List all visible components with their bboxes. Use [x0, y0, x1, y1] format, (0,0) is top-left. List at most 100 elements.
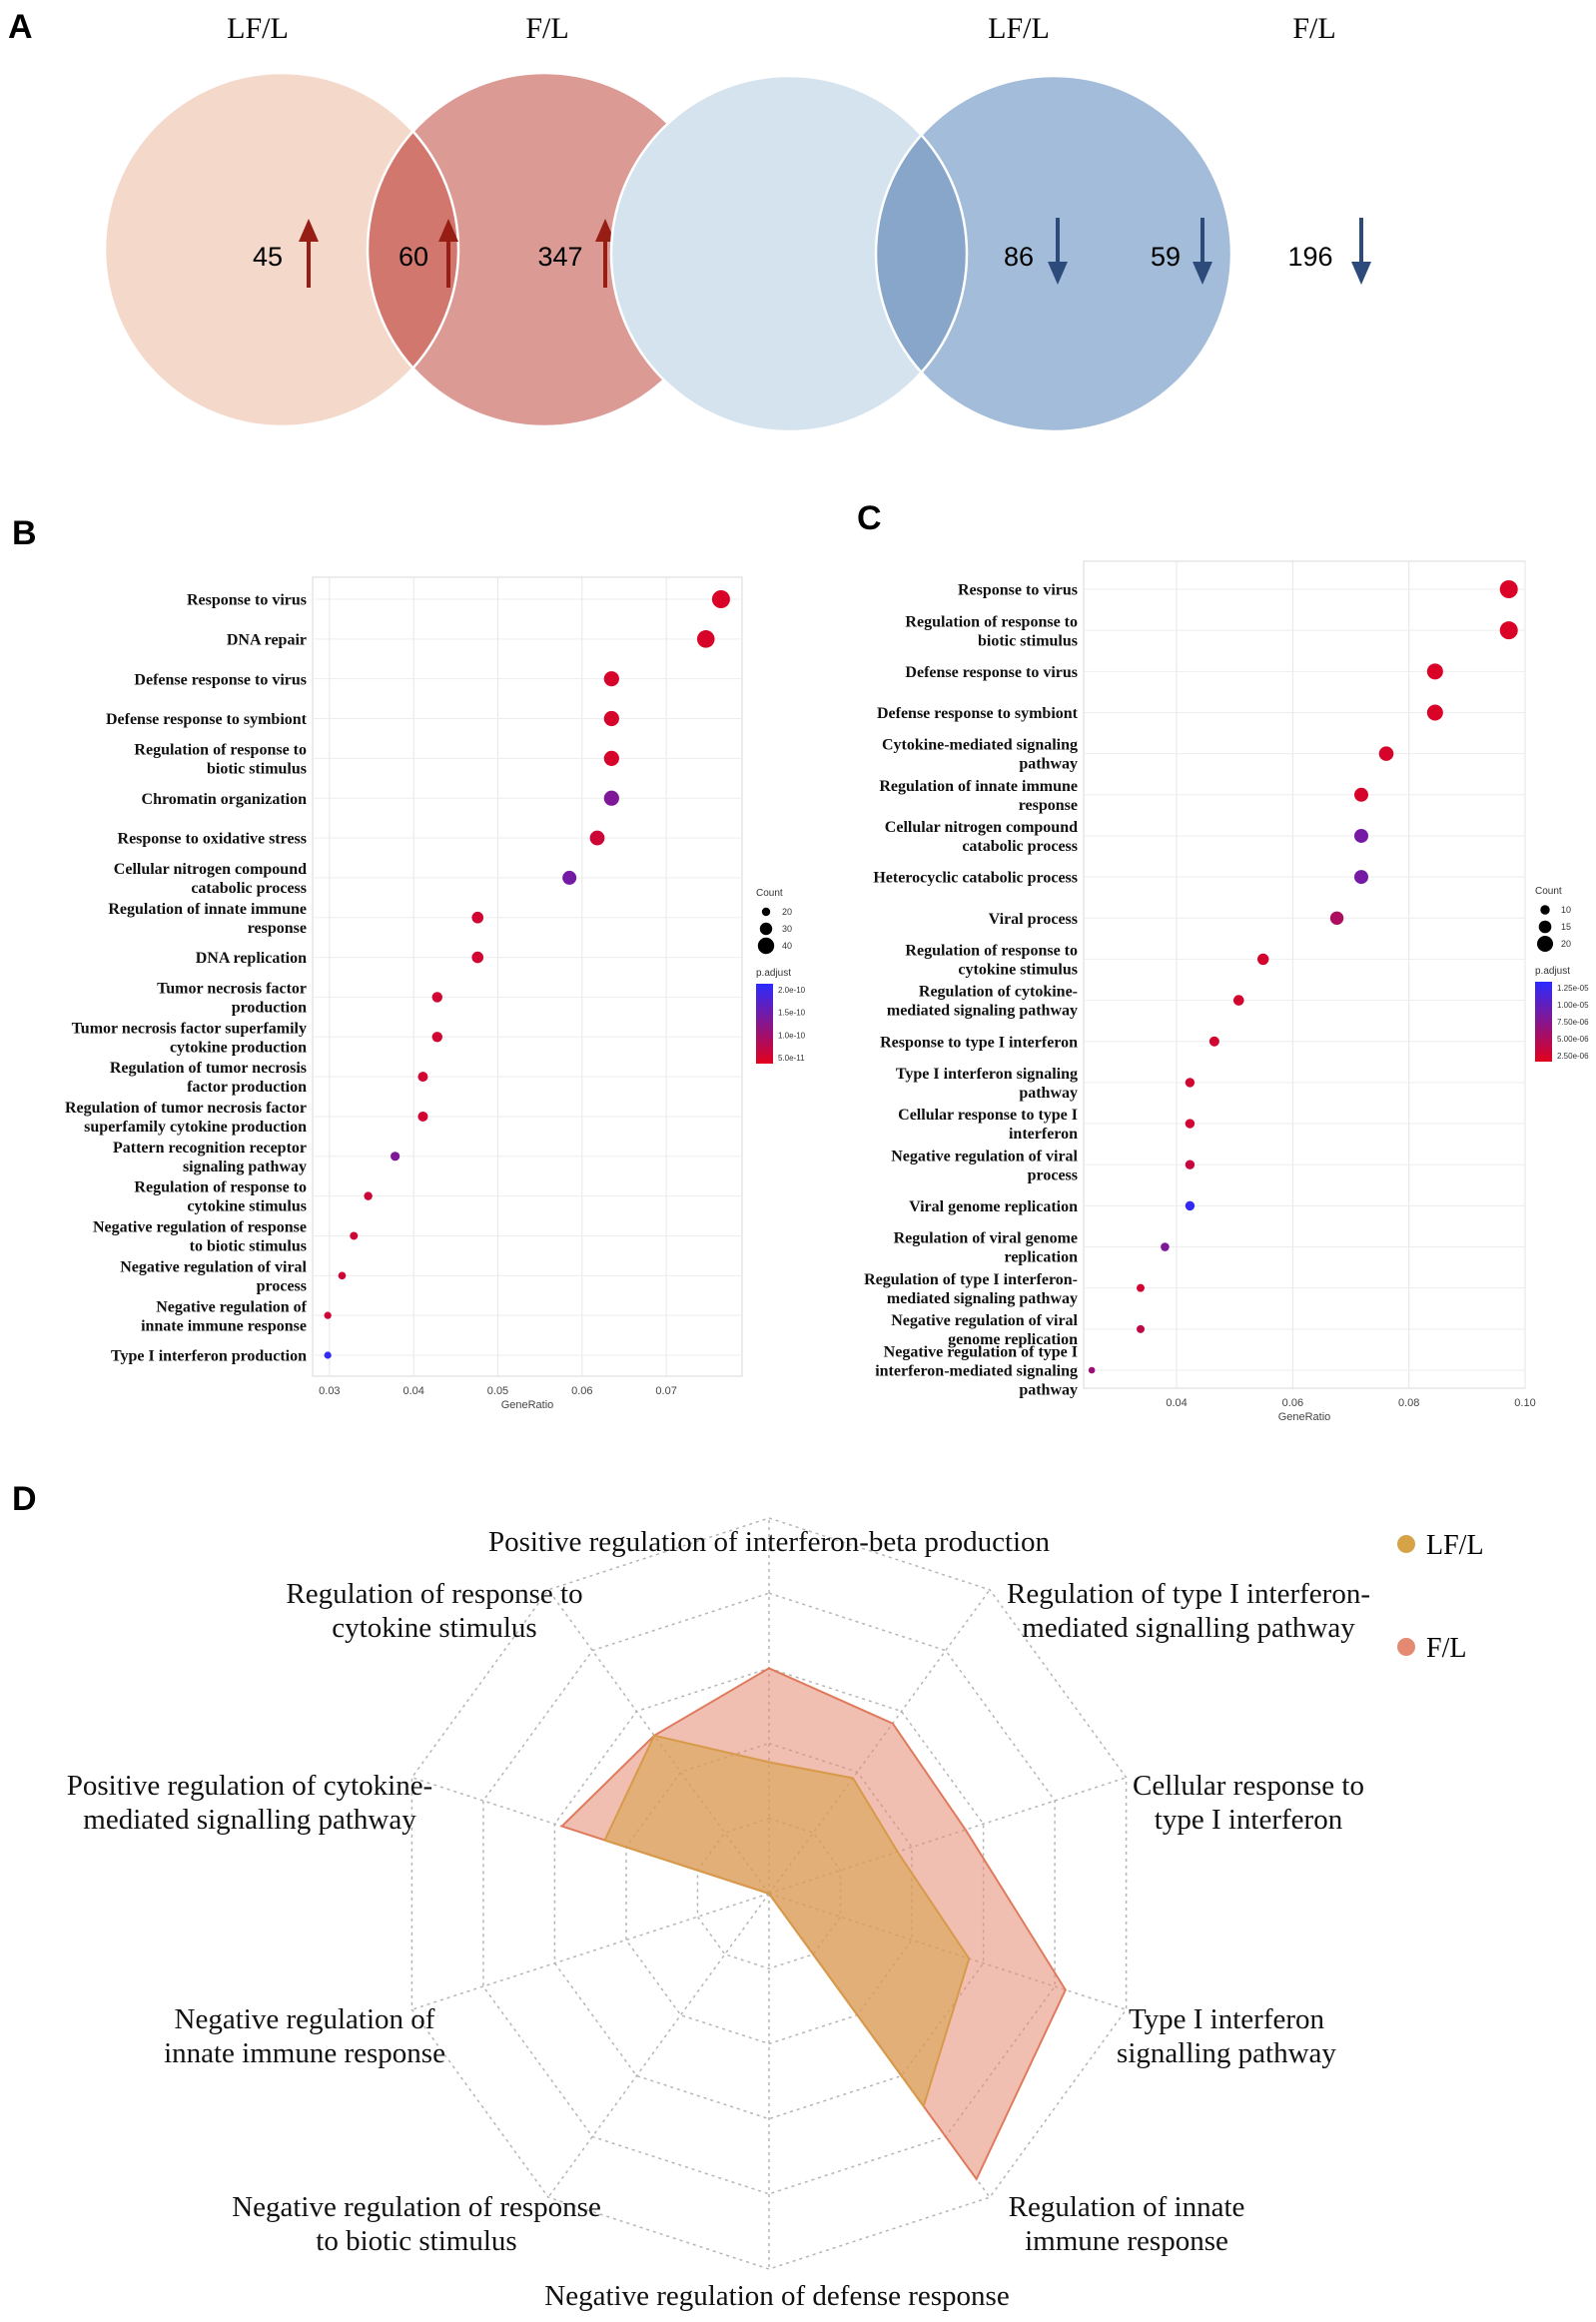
radar-axis-label-line: innate immune response [164, 2037, 445, 2069]
size-legend-label: 20 [782, 907, 792, 917]
color-legend-label: 5.00e-06 [1557, 1035, 1589, 1044]
x-tick-label: 0.06 [1282, 1397, 1303, 1409]
radar-axis-label-line: Negative regulation of response [232, 2191, 601, 2223]
term-label-line: pathway [1019, 756, 1078, 773]
term-label: Viral genome replication [909, 1198, 1078, 1215]
data-point [603, 790, 619, 806]
radar-axis-label-line: Cellular response to [1133, 1770, 1364, 1802]
venn-up-left-count: 45 [253, 242, 283, 272]
x-tick-label: 0.08 [1398, 1397, 1419, 1409]
data-point [1161, 1242, 1170, 1251]
venn-down-arrow-left-icon [1048, 218, 1068, 285]
data-point [471, 911, 484, 924]
size-legend-dot [757, 937, 775, 955]
term-label: Chromatin organization [142, 791, 308, 808]
term-label-line: Regulation of response to [134, 1179, 307, 1196]
size-legend-label: 40 [782, 941, 792, 951]
radar-axis-label: Negative regulation of defense response [544, 2280, 1009, 2312]
data-point [1353, 828, 1368, 843]
term-label: Regulation of cytokine-mediated signalin… [887, 984, 1078, 1020]
radar-axis-label-line: Regulation of type I interferon- [1007, 1578, 1370, 1610]
radar-ring [482, 1592, 1056, 2195]
radar-axis-label-line: Positive regulation of cytokine- [67, 1770, 432, 1802]
legend-f-marker [1397, 1638, 1415, 1656]
size-legend-dot [761, 907, 771, 917]
term-label: Cellular nitrogen compound catabolic proc… [885, 819, 1078, 855]
data-point [1136, 1283, 1145, 1292]
term-label-line: cytokine production [170, 1039, 307, 1056]
term-label: Type I interferon production [111, 1348, 307, 1365]
color-legend-label: 7.50e-06 [1557, 1018, 1589, 1027]
term-label-line: process [1028, 1166, 1078, 1183]
term-label: Regulation of tumor necrosis factor produ… [110, 1060, 307, 1096]
panel-label-c: C [857, 499, 882, 537]
term-label-line: Heterocyclic catabolic process [873, 870, 1078, 887]
radar-series-lf [603, 1734, 971, 2109]
data-point [603, 750, 619, 766]
radar-axis-label-line: Type I interferon [1129, 2003, 1325, 2035]
venn-down-arrow-shared-icon [1193, 218, 1212, 285]
size-legend-title: Count [756, 888, 783, 899]
term-label-line: Regulation of cytokine- [919, 984, 1078, 1001]
term-label: DNA repair [227, 631, 307, 648]
venn-up-left-label: LF/L [227, 12, 289, 45]
data-point [324, 1311, 332, 1319]
venn-down-left-circle [611, 76, 967, 431]
term-label: DNA replication [196, 950, 307, 967]
venn-down-left-label: LF/L [988, 12, 1050, 45]
data-point [1136, 1324, 1145, 1333]
term-label: Defense response to virus [905, 664, 1078, 681]
term-label-line: Negative regulation of type I [884, 1344, 1078, 1361]
color-legend-label: 2.0e-10 [778, 986, 806, 995]
c-plot-area [1083, 560, 1526, 1389]
data-point [350, 1231, 359, 1240]
data-point [1499, 621, 1518, 640]
term-label: Response to type I interferon [880, 1034, 1078, 1051]
data-point [603, 710, 619, 727]
term-label-line: Pattern recognition receptor [113, 1140, 307, 1157]
x-tick-label: 0.04 [1166, 1397, 1187, 1409]
term-label-line: Negative regulation of viral [891, 1148, 1078, 1164]
radar-axis-label-line: cytokine stimulus [332, 1612, 536, 1644]
term-label-line: response [1019, 797, 1078, 814]
term-label-line: Regulation of type I interferon- [864, 1271, 1078, 1288]
x-tick-label: 0.05 [487, 1385, 508, 1397]
term-label-line: factor production [187, 1079, 307, 1096]
data-point [1185, 1200, 1196, 1211]
venn-up-right-label: F/L [525, 12, 568, 45]
term-label: Negative regulation of type I interferon-… [875, 1344, 1078, 1399]
data-point [1426, 663, 1443, 680]
term-label-line: Regulation of response to [134, 741, 307, 758]
venn-down-left-count: 86 [1004, 242, 1034, 272]
venn-down-left-outline [609, 74, 969, 433]
term-label: Viral process [989, 911, 1078, 928]
size-legend-dot [1538, 920, 1552, 934]
data-point [1329, 911, 1344, 925]
term-label-line: DNA replication [196, 950, 307, 967]
data-point [589, 830, 605, 846]
dotplot-c: 0.04 0.06 0.08 0.10 Response to virus Regulat… [864, 560, 1589, 1423]
term-label-line: to biotic stimulus [190, 1238, 307, 1255]
term-label: Negative regulation of viral process [120, 1258, 307, 1294]
data-point [1257, 953, 1269, 966]
radar-spoke [547, 1893, 770, 2198]
term-label-line: Cytokine-mediated signaling [882, 737, 1078, 754]
term-label-line: cytokine stimulus [187, 1198, 307, 1215]
term-label-line: Regulation of tumor necrosis [110, 1060, 307, 1077]
data-point [431, 992, 442, 1003]
term-label: Regulation of tumor necrosis factor super… [65, 1100, 307, 1136]
radar-ring [410, 1517, 1128, 2270]
term-label: Tumor necrosis factor superfamily cytokin… [72, 1020, 308, 1056]
term-label-line: Type I interferon production [111, 1348, 307, 1365]
term-label-line: Regulation of tumor necrosis factor [65, 1100, 307, 1117]
panel-label-d: D [12, 1480, 37, 1518]
term-label: Regulation of innate immune response [879, 778, 1078, 814]
radar-axis-label: Negative regulation of response to biotic… [232, 2191, 601, 2257]
x-axis-title: GeneRatio [501, 1399, 554, 1411]
term-label-line: Tumor necrosis factor superfamily [72, 1020, 307, 1037]
size-legend-dot [1537, 936, 1553, 952]
x-axis-title: GeneRatio [1278, 1411, 1331, 1423]
venn-down-right-outline [874, 74, 1233, 433]
term-label: Response to virus [958, 582, 1078, 599]
term-label: Defense response to symbiont [106, 711, 308, 728]
